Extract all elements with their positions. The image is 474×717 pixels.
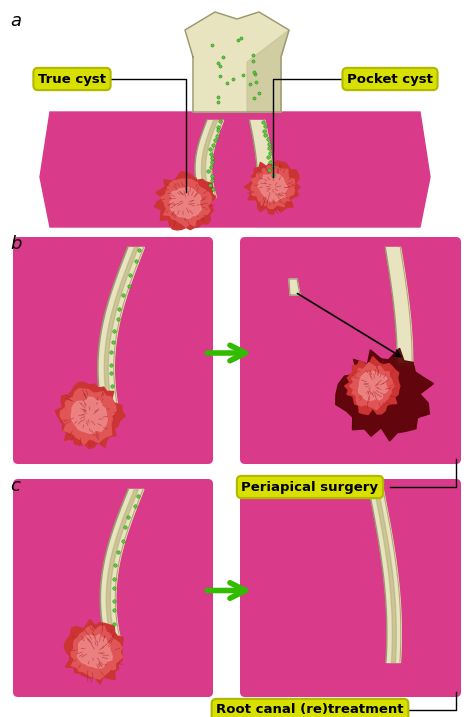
Text: Pocket cyst: Pocket cyst <box>347 72 433 85</box>
Polygon shape <box>258 174 288 202</box>
Polygon shape <box>185 12 289 112</box>
Polygon shape <box>245 161 300 214</box>
Text: a: a <box>10 12 21 30</box>
Polygon shape <box>40 112 430 227</box>
Polygon shape <box>251 165 295 209</box>
Text: True cyst: True cyst <box>38 72 106 85</box>
Polygon shape <box>247 30 289 112</box>
FancyBboxPatch shape <box>240 479 461 697</box>
FancyBboxPatch shape <box>13 479 213 697</box>
Polygon shape <box>71 626 122 679</box>
Polygon shape <box>60 389 116 445</box>
Polygon shape <box>345 356 400 414</box>
Text: c: c <box>10 477 20 495</box>
Polygon shape <box>289 279 300 295</box>
Polygon shape <box>349 363 394 409</box>
FancyBboxPatch shape <box>240 237 461 464</box>
Polygon shape <box>336 348 434 441</box>
Polygon shape <box>77 635 112 668</box>
Polygon shape <box>161 179 211 227</box>
FancyBboxPatch shape <box>13 237 213 464</box>
Text: Root canal (re)treatment: Root canal (re)treatment <box>216 703 404 716</box>
Polygon shape <box>55 382 125 448</box>
Polygon shape <box>359 371 388 400</box>
Polygon shape <box>71 397 107 433</box>
Text: Periapical surgery: Periapical surgery <box>241 480 379 493</box>
Text: b: b <box>10 235 21 253</box>
Polygon shape <box>170 187 201 218</box>
Polygon shape <box>64 619 123 684</box>
Polygon shape <box>155 172 216 230</box>
